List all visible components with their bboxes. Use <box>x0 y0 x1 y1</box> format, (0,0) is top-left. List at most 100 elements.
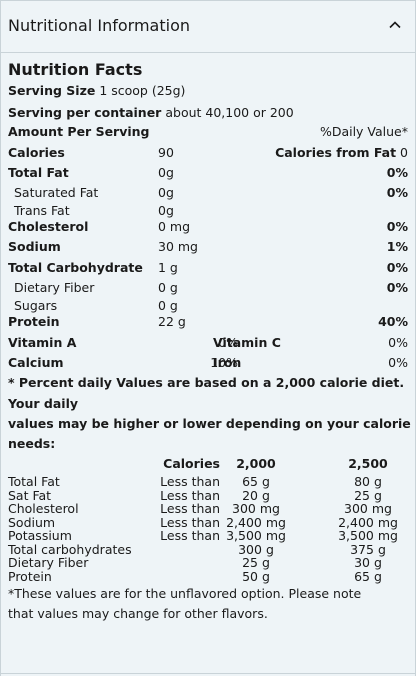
dv-row-2000: 3,500 mg <box>226 528 286 543</box>
dv-row-name: Protein <box>8 568 52 584</box>
vitamin-label: Vitamin C <box>213 335 281 350</box>
amount-header-line: Amount Per Serving %Daily Value* <box>8 123 408 141</box>
dv-row-name: Sat Fat <box>8 487 52 503</box>
nutrient-row: Total Fat 0g 0% <box>8 164 408 182</box>
dv-row-2000: 2,400 mg <box>226 514 286 530</box>
nutrient-label: Trans Fat <box>14 203 70 218</box>
chevron-up-icon[interactable] <box>388 18 402 32</box>
dv-row-2500: 375 g <box>350 541 386 557</box>
dv-row-2500: 80 g <box>354 474 382 489</box>
nutrient-label: Sugars <box>14 298 58 313</box>
vitamin-dv: 0% <box>388 355 408 370</box>
vitamin-row: Calcium 10% Iron 0% <box>8 354 408 372</box>
dv-row-name: Dietary Fiber <box>8 555 89 570</box>
dv-row-limit: Less than <box>160 514 220 530</box>
nutrient-label: Saturated Fat <box>14 185 99 200</box>
dv-row-2000: 65 g <box>242 474 270 489</box>
nutrient-dv: 1% <box>386 239 408 254</box>
nutrient-amount: 0 mg <box>158 219 191 234</box>
dv-row-2500: 2,400 mg <box>338 514 398 530</box>
nutrient-row: Protein 22 g 40% <box>8 313 408 331</box>
nutrient-dv: 0% <box>386 280 408 295</box>
servings-value: about 40,100 or 200 <box>165 105 294 120</box>
nutrient-amount: 0 g <box>158 280 178 295</box>
dv-row-2500: 3,500 mg <box>338 528 398 543</box>
dv-row-2500: 300 mg <box>344 501 392 516</box>
dv-table-header: Calories 2,000 2,500 <box>8 456 408 474</box>
dv-row-limit: Less than <box>160 501 220 516</box>
nutrient-label: Total Carbohydrate <box>8 260 143 275</box>
nutrient-row: Sugars 0 g <box>8 297 408 315</box>
nutrient-row: Total Carbohydrate 1 g 0% <box>8 259 408 277</box>
facts-title: Nutrition Facts <box>8 60 143 79</box>
nutrient-dv: 0% <box>386 165 408 180</box>
flavor-note: *These values are for the unflavored opt… <box>8 586 362 601</box>
frame-bottom <box>0 673 416 674</box>
vitamin-row: Vitamin A 0% Vitamin C 0% <box>8 334 408 352</box>
dv-table-row: Protein 50 g 65 g <box>8 568 408 584</box>
dv-row-name: Sodium <box>8 514 56 530</box>
daily-value-label: %Daily Value* <box>319 124 408 139</box>
nutrient-label: Dietary Fiber <box>14 280 95 295</box>
nutrient-label: Sodium <box>8 239 61 254</box>
amount-label: Amount Per Serving <box>8 124 150 139</box>
dv-table-row: Potassium Less than 3,500 mg 3,500 mg <box>8 529 408 543</box>
dv-table-row: Cholesterol Less than 300 mg 300 mg <box>8 502 408 516</box>
dv-table-row: Total carbohydrates 300 g 375 g <box>8 541 408 557</box>
dv-table-row: Sodium Less than 2,400 mg 2,400 mg <box>8 514 408 530</box>
vitamin-label: Iron <box>213 355 242 370</box>
dv-table-row: Total Fat Less than 65 g 80 g <box>8 475 408 489</box>
dv-row-limit: Less than <box>160 474 220 489</box>
footnote-line: * Percent daily Values are based on a 2,… <box>8 375 405 390</box>
dv-col-calories: Calories <box>163 456 220 471</box>
nutrient-row: Trans Fat 0g <box>8 202 408 220</box>
dv-row-name: Cholesterol <box>8 501 79 516</box>
header-divider <box>0 52 416 53</box>
nutrient-row: Dietary Fiber 0 g 0% <box>8 279 408 297</box>
vitamin-dv: 0% <box>218 335 238 350</box>
serving-size-line: Serving Size 1 scoop (25g) <box>8 82 408 100</box>
dv-row-2000: 50 g <box>242 568 270 584</box>
vitamin-label: Calcium <box>8 355 64 370</box>
dv-row-2500: 30 g <box>354 555 382 570</box>
dv-row-limit: Less than <box>160 528 220 543</box>
dv-row-name: Total carbohydrates <box>8 541 132 557</box>
nutrient-dv: 0% <box>386 219 408 234</box>
footnote-line: needs: <box>8 436 56 451</box>
dv-table-row: Dietary Fiber 25 g 30 g <box>8 556 408 570</box>
dv-row-name: Potassium <box>8 528 72 543</box>
cal-fat-label: Calories from Fat <box>275 145 397 160</box>
nutrient-amount: 22 g <box>158 314 186 329</box>
dv-table-row: Sat Fat Less than 20 g 25 g <box>8 487 408 503</box>
accordion-header[interactable]: Nutritional Information <box>0 0 416 52</box>
nutrient-row: Cholesterol 0 mg 0% <box>8 218 408 236</box>
dv-row-2500: 65 g <box>354 568 382 584</box>
servings-line: Serving per container about 40,100 or 20… <box>8 104 408 122</box>
dv-row-2000: 300 mg <box>232 501 280 516</box>
frame-top <box>0 0 416 1</box>
serving-size-label: Serving Size <box>8 83 96 98</box>
dv-col-2000: 2,000 <box>236 456 276 471</box>
servings-label: Serving per container <box>8 105 162 120</box>
serving-size-value: 1 scoop (25g) <box>99 83 186 98</box>
nutrient-dv: 0% <box>386 260 408 275</box>
nutrient-amount: 0g <box>158 165 174 180</box>
nutrient-amount: 30 mg <box>158 239 198 254</box>
nutrient-row: Sodium 30 mg 1% <box>8 238 408 256</box>
nutrient-label: Cholesterol <box>8 219 89 234</box>
nutrient-dv: 40% <box>378 314 408 329</box>
cal-fat-value: 0 <box>400 145 408 160</box>
nutrient-label: Total Fat <box>8 165 69 180</box>
calories-line: Calories 90 Calories from Fat 0 <box>8 144 408 162</box>
footnote-line: Your daily <box>8 396 79 411</box>
flavor-note: that values may change for other flavors… <box>8 606 268 621</box>
footnote-line: values may be higher or lower depending … <box>8 416 411 431</box>
dv-row-limit: Less than <box>160 487 220 503</box>
vitamin-dv: 10% <box>210 355 238 370</box>
nutrient-label: Protein <box>8 314 60 329</box>
nutrient-dv: 0% <box>386 185 408 200</box>
dv-row-2000: 300 g <box>238 541 274 557</box>
accordion-title: Nutritional Information <box>8 16 191 35</box>
frame-left <box>0 0 1 676</box>
